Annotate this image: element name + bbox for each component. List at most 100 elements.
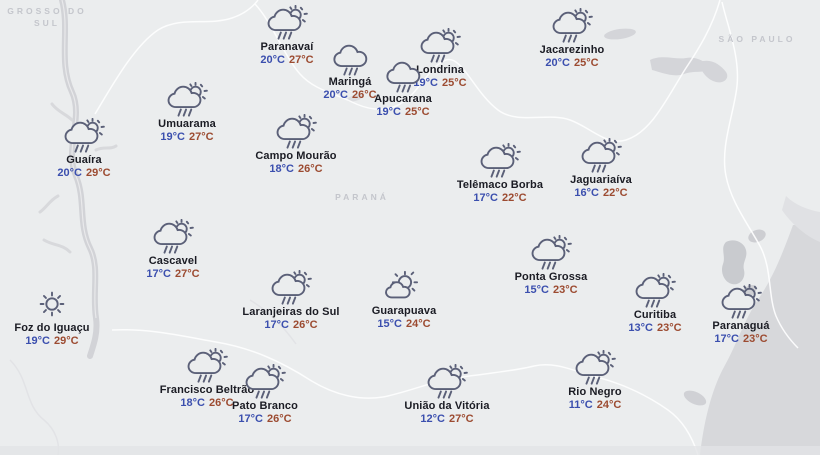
city-marker[interactable]: Jacarezinho 20°C 25°C [497, 8, 647, 70]
min-temp: 15°C [524, 284, 549, 296]
city-marker[interactable]: Telêmaco Borba 17°C 22°C [425, 143, 575, 205]
city-marker[interactable]: Guarapuava 15°C 24°C [329, 269, 479, 331]
min-temp: 17°C [146, 268, 171, 280]
city-name: Telêmaco Borba [456, 179, 544, 191]
city-name: Laranjeiras do Sul [242, 306, 340, 318]
min-temp: 15°C [377, 318, 402, 330]
min-temp: 17°C [264, 319, 289, 331]
max-temp: 26°C [352, 89, 377, 101]
max-temp: 23°C [743, 333, 768, 345]
sun-behind-rain-cloud-icon [276, 114, 317, 149]
city-temperatures: 17°C 22°C [425, 192, 575, 205]
min-temp: 20°C [260, 54, 285, 66]
city-name: Cascavel [148, 255, 198, 267]
max-temp: 24°C [406, 318, 431, 330]
city-marker[interactable]: Ponta Grossa 15°C 23°C [476, 235, 626, 297]
city-marker[interactable]: Laranjeiras do Sul 17°C 26°C [216, 270, 366, 332]
max-temp: 27°C [449, 413, 474, 425]
city-temperatures: 18°C 26°C [221, 163, 371, 176]
sun-behind-rain-cloud-icon [575, 350, 616, 385]
sun-behind-rain-cloud-icon [721, 284, 762, 319]
sun-behind-rain-cloud-icon [267, 5, 308, 40]
rain-cloud-icon [386, 61, 421, 93]
city-temperatures: 19°C 25°C [365, 77, 515, 90]
region-label: PARANÁ [335, 192, 389, 202]
max-temp: 23°C [657, 322, 682, 334]
lake-shape [604, 28, 636, 40]
city-marker[interactable]: Rio Negro 11°C 24°C [520, 350, 670, 412]
max-temp: 26°C [267, 413, 292, 425]
city-marker[interactable]: Francisco Beltrão 18°C 26°C [132, 348, 282, 410]
city-temperatures: 15°C 24°C [329, 318, 479, 331]
min-temp: 19°C [160, 131, 185, 143]
max-temp: 26°C [209, 397, 234, 409]
max-temp: 29°C [86, 167, 111, 179]
city-temperatures: 20°C 25°C [497, 57, 647, 70]
city-name: Jaguariaíva [570, 174, 632, 186]
city-temperatures: 13°C 23°C [580, 322, 730, 335]
sun-behind-rain-cloud-icon [427, 364, 468, 399]
city-temperatures: 11°C 24°C [520, 399, 670, 412]
city-marker[interactable]: Cascavel 17°C 27°C [98, 219, 248, 281]
min-temp: 18°C [269, 163, 294, 175]
city-name: Ponta Grossa [514, 271, 588, 283]
city-temperatures: 12°C 27°C [372, 413, 522, 426]
city-name: Apucarana [374, 93, 432, 105]
sun-behind-rain-cloud-icon [552, 8, 593, 43]
sun-behind-rain-cloud-icon [245, 364, 286, 399]
city-name: Foz do Iguaçu [14, 322, 90, 334]
city-temperatures: 20°C 26°C [275, 89, 425, 102]
city-name: Maringá [328, 76, 372, 88]
max-temp: 26°C [298, 163, 323, 175]
sun-behind-rain-cloud-icon [167, 82, 208, 117]
east-border-line [721, 1, 799, 349]
city-temperatures: 15°C 23°C [476, 284, 626, 297]
city-temperatures: 17°C 26°C [190, 413, 340, 426]
region-label: GROSSO DO SUL [7, 6, 87, 28]
city-temperatures: 16°C 22°C [526, 187, 676, 200]
city-marker[interactable]: Guaíra 20°C 29°C [9, 118, 159, 180]
city-name: Paranaguá [712, 320, 770, 332]
city-temperatures: 17°C 23°C [666, 333, 816, 346]
min-temp: 12°C [420, 413, 445, 425]
max-temp: 27°C [189, 131, 214, 143]
max-temp: 25°C [442, 77, 467, 89]
city-marker[interactable]: Londrina 19°C 25°C [365, 28, 515, 90]
city-marker[interactable]: Paranavaí 20°C 27°C [212, 5, 362, 67]
city-temperatures: 20°C 27°C [212, 54, 362, 67]
sun-behind-rain-cloud-icon [480, 143, 521, 178]
min-temp: 18°C [180, 397, 205, 409]
city-marker[interactable]: Pato Branco 17°C 26°C [190, 364, 340, 426]
max-temp: 25°C [574, 57, 599, 69]
city-marker[interactable]: Apucarana 19°C 25°C [328, 57, 478, 119]
city-temperatures: 17°C 26°C [216, 319, 366, 332]
city-temperatures: 18°C 26°C [132, 397, 282, 410]
city-name: Pato Branco [232, 400, 298, 412]
sun-icon [39, 291, 65, 317]
city-marker[interactable]: Paranaguá 17°C 23°C [666, 284, 816, 346]
city-marker[interactable]: Campo Mourão 18°C 26°C [221, 114, 371, 176]
city-name: Francisco Beltrão [159, 384, 255, 396]
sun-behind-rain-cloud-icon [64, 118, 105, 153]
max-temp: 27°C [289, 54, 314, 66]
city-temperatures: 20°C 29°C [9, 167, 159, 180]
city-marker[interactable]: Maringá 20°C 26°C [275, 40, 425, 102]
city-temperatures: 19°C 25°C [328, 106, 478, 119]
min-temp: 19°C [413, 77, 438, 89]
min-temp: 11°C [568, 399, 593, 411]
city-marker[interactable]: Umuarama 19°C 27°C [112, 82, 262, 144]
min-temp: 19°C [25, 335, 50, 347]
max-temp: 29°C [54, 335, 79, 347]
min-temp: 16°C [574, 187, 599, 199]
city-marker[interactable]: Jaguariaíva 16°C 22°C [526, 138, 676, 200]
city-name: Umuarama [158, 118, 216, 130]
city-marker[interactable]: União da Vitória 12°C 27°C [372, 364, 522, 426]
min-temp: 20°C [57, 167, 82, 179]
city-marker[interactable]: Curitiba 13°C 23°C [580, 273, 730, 335]
city-name: Jacarezinho [539, 44, 605, 56]
sun-behind-rain-cloud-icon [581, 138, 622, 173]
city-marker[interactable]: Foz do Iguaçu 19°C 29°C [0, 286, 127, 348]
city-name: Campo Mourão [255, 150, 337, 162]
